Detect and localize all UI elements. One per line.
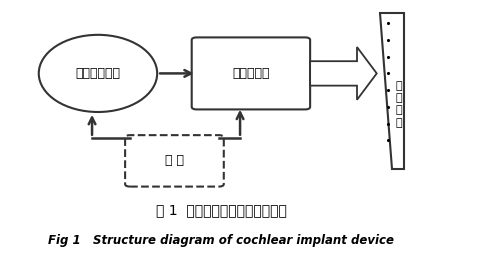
Text: 刺激器模块: 刺激器模块 [232,67,269,80]
Text: Fig 1   Structure diagram of cochlear implant device: Fig 1 Structure diagram of cochlear impl… [48,234,394,247]
Text: 电
极
阵
列: 电 极 阵 列 [396,81,402,128]
FancyBboxPatch shape [125,135,224,187]
Ellipse shape [39,35,157,112]
Text: 图 1  电子耳蜗植入装置系统框图: 图 1 电子耳蜗植入装置系统框图 [156,203,287,217]
Text: 无线接收模块: 无线接收模块 [75,67,120,80]
Polygon shape [310,47,377,100]
Polygon shape [380,13,404,168]
FancyBboxPatch shape [192,37,310,109]
Text: 电 源: 电 源 [165,154,184,167]
